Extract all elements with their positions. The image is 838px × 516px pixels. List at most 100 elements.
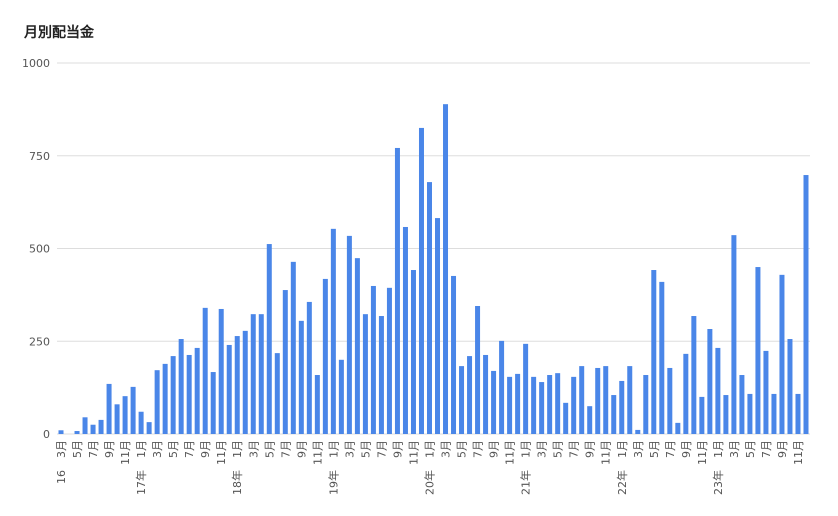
bar — [627, 366, 633, 434]
x-tick-label: 3月 — [151, 440, 164, 458]
bar — [162, 363, 168, 434]
bar — [410, 270, 416, 434]
bar — [218, 308, 224, 434]
bar — [475, 306, 481, 434]
bar — [330, 228, 336, 434]
bar — [402, 226, 408, 434]
x-year-label: 21年 — [519, 470, 533, 495]
bar — [723, 395, 729, 434]
bar — [138, 411, 144, 434]
bar — [146, 422, 152, 434]
x-tick-label: 7月 — [183, 440, 196, 458]
x-tick-label: 9月 — [199, 440, 212, 458]
x-tick-label: 1月 — [616, 440, 629, 458]
x-tick-label: 5月 — [263, 440, 276, 458]
x-tick-label: 7月 — [375, 440, 388, 458]
x-tick-label: 3月 — [632, 440, 645, 458]
bar — [699, 396, 705, 434]
x-tick-label: 7月 — [472, 440, 485, 458]
x-year-label: 18年 — [230, 470, 244, 495]
bar — [667, 367, 673, 434]
x-tick-label: 9月 — [776, 440, 789, 458]
x-tick-label: 9月 — [391, 440, 404, 458]
bar — [114, 404, 120, 434]
bar — [515, 373, 521, 434]
x-year-label: 19年 — [326, 470, 340, 495]
bar — [507, 376, 513, 434]
x-tick-label: 5月 — [167, 440, 180, 458]
x-tick-label: 3月 — [536, 440, 549, 458]
bar — [426, 182, 432, 434]
bar — [370, 285, 376, 434]
bar — [90, 424, 96, 434]
bar — [266, 244, 272, 434]
bar — [531, 376, 537, 434]
x-tick-label: 7月 — [568, 440, 581, 458]
x-tick-label: 7月 — [87, 440, 100, 458]
y-tick-label: 500 — [29, 243, 50, 256]
x-year-label: 16 — [55, 470, 68, 484]
bar — [346, 235, 352, 434]
bar — [282, 290, 288, 434]
bar — [314, 375, 320, 434]
x-tick-label: 3月 — [440, 440, 453, 458]
bar — [178, 339, 184, 434]
bar — [58, 430, 64, 434]
y-tick-label: 750 — [29, 150, 50, 163]
x-tick-label: 11月 — [792, 440, 805, 465]
bar — [258, 314, 264, 434]
x-tick-label: 11月 — [504, 440, 517, 465]
x-tick-label: 7月 — [279, 440, 292, 458]
bar — [635, 429, 641, 434]
x-tick-label: 7月 — [664, 440, 677, 458]
bar — [467, 356, 473, 434]
x-tick-label: 1月 — [423, 440, 436, 458]
x-tick-label: 3月 — [247, 440, 260, 458]
bar — [691, 316, 697, 434]
bar — [354, 258, 360, 434]
bar — [122, 396, 128, 434]
bar — [226, 344, 232, 434]
bar — [322, 278, 328, 434]
chart-title: 月別配当金 — [23, 24, 95, 41]
bar — [659, 281, 665, 434]
x-year-label: 17年 — [134, 470, 148, 495]
x-tick-label: 9月 — [103, 440, 116, 458]
bar — [643, 375, 649, 434]
bar — [619, 380, 625, 434]
bar — [394, 147, 400, 435]
bar — [571, 376, 577, 434]
x-tick-label: 11月 — [407, 440, 420, 465]
x-tick-label: 5月 — [456, 440, 469, 458]
bar — [683, 353, 689, 434]
x-tick-label: 3月 — [343, 440, 356, 458]
bar — [386, 287, 392, 434]
x-tick-label: 11月 — [600, 440, 613, 465]
x-tick-label: 9月 — [295, 440, 308, 458]
bar — [603, 366, 609, 434]
x-tick-label: 3月 — [728, 440, 741, 458]
x-year-label: 23年 — [711, 470, 725, 495]
x-tick-label: 1月 — [712, 440, 725, 458]
bar — [106, 383, 112, 434]
bar — [707, 329, 713, 434]
bar — [74, 431, 80, 434]
bar — [443, 104, 449, 434]
x-tick-label: 9月 — [488, 440, 501, 458]
x-tick-label: 1月 — [135, 440, 148, 458]
bar — [154, 370, 160, 434]
bar — [98, 419, 104, 434]
x-tick-label: 11月 — [311, 440, 324, 465]
bar — [779, 274, 785, 434]
bar — [587, 406, 593, 434]
bar — [290, 261, 296, 434]
bar — [338, 359, 344, 434]
bar — [523, 343, 529, 434]
bar — [611, 395, 617, 434]
x-tick-label: 9月 — [584, 440, 597, 458]
bar — [539, 382, 545, 434]
bar — [418, 127, 424, 435]
bar — [555, 373, 561, 434]
bar — [803, 175, 809, 435]
